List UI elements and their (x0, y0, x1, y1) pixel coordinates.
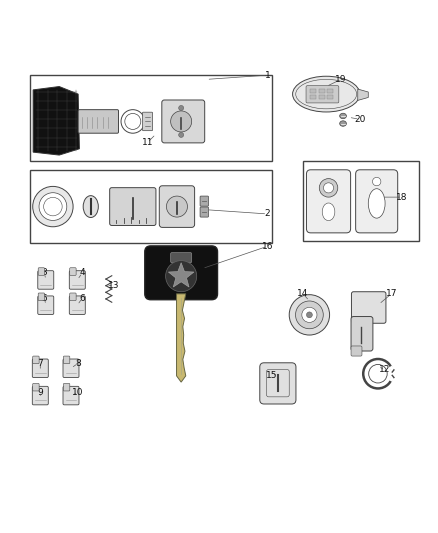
Ellipse shape (340, 121, 346, 126)
Text: 17: 17 (385, 289, 397, 298)
Bar (319, 95, 325, 99)
FancyBboxPatch shape (33, 383, 39, 391)
FancyBboxPatch shape (38, 296, 54, 314)
Text: 3: 3 (42, 268, 47, 277)
Text: 15: 15 (266, 372, 277, 381)
FancyBboxPatch shape (260, 363, 296, 404)
Circle shape (296, 301, 323, 329)
Bar (30, 75, 272, 161)
FancyBboxPatch shape (32, 359, 48, 377)
Ellipse shape (368, 189, 385, 218)
Text: 7: 7 (37, 359, 43, 368)
Text: 5: 5 (42, 294, 47, 303)
Text: 13: 13 (108, 281, 120, 290)
FancyBboxPatch shape (142, 112, 152, 131)
Text: 1: 1 (265, 71, 270, 79)
Bar (310, 95, 316, 99)
FancyBboxPatch shape (38, 268, 45, 276)
Ellipse shape (322, 203, 335, 221)
Circle shape (179, 132, 184, 138)
Bar (319, 88, 325, 93)
Circle shape (302, 308, 317, 322)
FancyBboxPatch shape (351, 292, 386, 324)
FancyBboxPatch shape (69, 296, 85, 314)
Circle shape (319, 179, 338, 197)
FancyBboxPatch shape (70, 293, 76, 301)
Text: 11: 11 (142, 138, 153, 147)
Text: 6: 6 (79, 294, 85, 303)
Circle shape (324, 183, 334, 193)
FancyBboxPatch shape (38, 293, 45, 301)
FancyBboxPatch shape (64, 383, 70, 391)
FancyBboxPatch shape (78, 110, 119, 133)
Bar (30, 170, 272, 244)
Circle shape (166, 261, 197, 292)
FancyBboxPatch shape (356, 170, 398, 233)
Polygon shape (177, 294, 186, 382)
Text: 8: 8 (75, 359, 81, 368)
Ellipse shape (340, 113, 346, 119)
Text: 10: 10 (72, 388, 84, 397)
FancyBboxPatch shape (171, 253, 192, 263)
FancyBboxPatch shape (200, 196, 208, 206)
FancyBboxPatch shape (307, 170, 350, 233)
FancyBboxPatch shape (159, 186, 194, 228)
Ellipse shape (293, 76, 360, 112)
FancyBboxPatch shape (351, 317, 373, 351)
FancyBboxPatch shape (38, 271, 54, 289)
Circle shape (39, 193, 67, 221)
Text: 12: 12 (379, 365, 391, 374)
FancyBboxPatch shape (63, 386, 79, 405)
Text: 4: 4 (80, 268, 85, 277)
Circle shape (372, 177, 381, 186)
FancyBboxPatch shape (306, 86, 339, 103)
FancyBboxPatch shape (33, 356, 39, 364)
FancyBboxPatch shape (32, 386, 48, 405)
Circle shape (166, 196, 187, 217)
Polygon shape (33, 86, 79, 155)
FancyBboxPatch shape (200, 207, 208, 217)
FancyBboxPatch shape (351, 346, 362, 356)
Circle shape (33, 187, 73, 227)
FancyBboxPatch shape (70, 268, 76, 276)
Text: 2: 2 (265, 209, 270, 219)
Text: 16: 16 (261, 242, 273, 251)
FancyBboxPatch shape (69, 271, 85, 289)
FancyBboxPatch shape (63, 359, 79, 377)
Circle shape (171, 111, 192, 132)
Bar (327, 88, 333, 93)
Polygon shape (168, 263, 194, 287)
Text: 19: 19 (335, 75, 347, 84)
Text: 18: 18 (396, 192, 408, 201)
Circle shape (289, 295, 329, 335)
Circle shape (307, 312, 312, 318)
Text: 9: 9 (37, 388, 43, 397)
Bar (310, 88, 316, 93)
Polygon shape (358, 89, 368, 100)
FancyBboxPatch shape (64, 356, 70, 364)
Text: 20: 20 (354, 115, 366, 124)
FancyBboxPatch shape (110, 188, 156, 225)
Bar (327, 95, 333, 99)
Text: 14: 14 (297, 289, 309, 298)
Ellipse shape (83, 196, 98, 217)
FancyBboxPatch shape (162, 100, 205, 143)
Bar (303, 161, 419, 241)
FancyBboxPatch shape (145, 246, 218, 300)
Circle shape (179, 106, 184, 110)
